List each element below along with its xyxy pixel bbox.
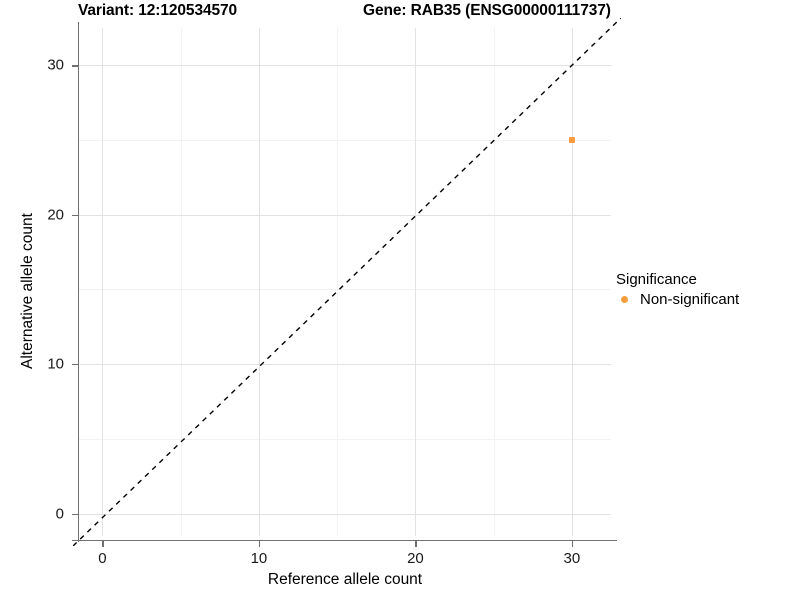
- x-axis-tick: [571, 541, 574, 547]
- y-axis-tick: [72, 65, 78, 67]
- gridline-major-vertical: [258, 28, 260, 536]
- gridline-major-horizontal: [79, 364, 611, 366]
- gridline-minor-horizontal: [79, 438, 611, 440]
- y-axis-tick-label: 0: [55, 505, 64, 523]
- legend: Significance Non-significant: [616, 271, 739, 308]
- x-axis-tick-label: 10: [250, 550, 268, 567]
- plot-panel: [73, 18, 621, 546]
- gridline-major-horizontal: [79, 65, 611, 67]
- gridline-major-vertical: [415, 28, 417, 536]
- legend-title: Significance: [616, 271, 697, 288]
- x-axis-tick: [258, 541, 261, 547]
- gridline-minor-vertical: [493, 28, 495, 536]
- y-axis-title: Alternative allele count: [19, 213, 36, 369]
- y-axis-tick: [72, 364, 78, 366]
- x-axis-line: [72, 540, 617, 542]
- y-axis-line: [78, 22, 80, 542]
- x-axis-title: Reference allele count: [267, 571, 423, 588]
- gridline-minor-horizontal: [79, 140, 611, 142]
- x-axis-tick-label: 30: [563, 550, 581, 567]
- identity-reference-line: [73, 18, 621, 546]
- legend-item[interactable]: Non-significant: [616, 291, 739, 308]
- diagonal-dashed-line: [73, 18, 621, 546]
- gridline-minor-vertical: [337, 28, 339, 536]
- gridline-minor-vertical: [180, 28, 182, 536]
- y-axis-tick-label: 20: [47, 206, 64, 224]
- gridline-minor-horizontal: [79, 289, 611, 291]
- y-axis-tick-label: 10: [47, 355, 64, 373]
- gridline-major-horizontal: [79, 214, 611, 216]
- gene-title: Gene: RAB35 (ENSG00000111737): [363, 2, 611, 19]
- x-axis-tick-label: 0: [98, 550, 107, 567]
- y-axis-tick: [72, 513, 78, 515]
- legend-dot-icon: [621, 296, 628, 303]
- y-axis-tick-label: 30: [47, 56, 64, 74]
- variant-title: Variant: 12:120534570: [78, 2, 238, 19]
- legend-swatch: [616, 291, 633, 308]
- y-axis-tick: [72, 214, 78, 216]
- gridline-major-vertical: [102, 28, 104, 536]
- x-axis-tick: [415, 541, 417, 547]
- data-point[interactable]: [568, 137, 575, 144]
- legend-entries: Non-significant: [616, 291, 739, 308]
- x-axis-tick-label: 20: [407, 550, 424, 567]
- reference-line-svg: [73, 18, 621, 546]
- x-axis-tick: [102, 541, 104, 547]
- gridline-major-vertical: [571, 28, 573, 536]
- gridline-major-horizontal: [79, 513, 611, 515]
- legend-item-label: Non-significant: [640, 291, 740, 308]
